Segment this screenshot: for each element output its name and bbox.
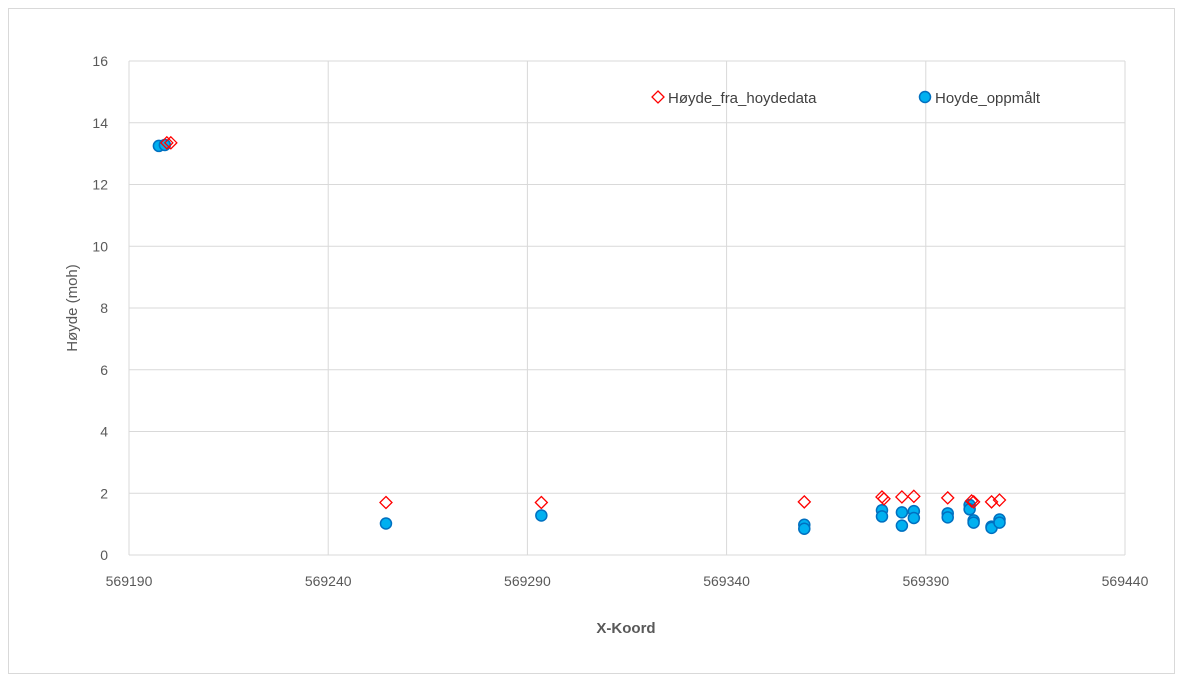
y-tick-label: 12: [92, 177, 108, 193]
point-hoyde-fra-hoydedata: [163, 135, 178, 150]
point-hoyde-fra-hoydedata: [894, 490, 909, 504]
x-tick-label: 569390: [902, 573, 949, 589]
point-hoyde-fra-hoydedata: [379, 495, 393, 510]
y-tick-label: 8: [100, 300, 108, 316]
point-hoyde-fra-hoydedata: [534, 495, 549, 510]
point-hoyde-oppmalt: [158, 138, 172, 152]
legend: Høyde_fra_hoydedata Hoyde_oppmålt: [651, 90, 1041, 107]
point-hoyde-fra-hoydedata: [984, 494, 999, 509]
legend-item-series-2: Hoyde_oppmålt: [918, 90, 1041, 107]
point-hoyde-oppmalt: [379, 517, 393, 530]
y-tick-label: 10: [92, 238, 108, 254]
x-tick-labels: 569190 569240 569290 569340 569390 569440: [106, 573, 1149, 589]
point-hoyde-oppmalt: [895, 506, 909, 519]
x-tick-label: 569190: [106, 573, 153, 589]
legend-circle-marker: [918, 90, 932, 104]
x-tick-label: 569290: [504, 573, 551, 589]
point-hoyde-fra-hoydedata: [797, 494, 812, 509]
point-hoyde-fra-hoydedata: [159, 135, 174, 150]
point-hoyde-oppmalt: [941, 511, 954, 524]
point-hoyde-oppmalt: [875, 510, 889, 523]
chart-frame: [8, 8, 1175, 674]
data-points: [152, 135, 1007, 536]
point-hoyde-oppmalt: [895, 519, 909, 532]
y-tick-label: 0: [100, 547, 108, 563]
point-hoyde-oppmalt: [535, 509, 548, 522]
point-hoyde-oppmalt: [967, 516, 980, 529]
point-hoyde-fra-hoydedata: [964, 494, 979, 508]
y-tick-label: 2: [100, 485, 108, 501]
legend-label-series-2: Hoyde_oppmålt: [935, 90, 1041, 107]
y-axis-title: Høyde (moh): [64, 264, 81, 352]
legend-diamond-marker: [651, 90, 665, 104]
grid: [128, 60, 1126, 556]
legend-label-series-1: Høyde_fra_hoydedata: [668, 90, 817, 107]
point-hoyde-fra-hoydedata: [940, 490, 955, 505]
y-tick-label: 6: [100, 362, 108, 378]
y-tick-label: 16: [92, 53, 108, 69]
point-hoyde-fra-hoydedata: [992, 493, 1007, 507]
point-hoyde-oppmalt: [798, 522, 811, 536]
point-hoyde-fra-hoydedata: [877, 491, 891, 506]
x-tick-label: 569240: [305, 573, 352, 589]
x-axis-title: X-Koord: [596, 620, 655, 637]
y-tick-label: 14: [92, 115, 108, 131]
point-hoyde-oppmalt: [993, 516, 1006, 529]
y-tick-label: 4: [100, 424, 108, 440]
point-hoyde-fra-hoydedata: [966, 494, 981, 509]
y-tick-labels: 0 2 4 6 8 10 12 14 16: [92, 53, 108, 563]
point-hoyde-fra-hoydedata: [906, 489, 921, 504]
x-tick-label: 569340: [703, 573, 750, 589]
x-tick-label: 569440: [1102, 573, 1149, 589]
point-hoyde-oppmalt: [907, 511, 921, 525]
legend-item-series-1: Høyde_fra_hoydedata: [651, 90, 817, 107]
